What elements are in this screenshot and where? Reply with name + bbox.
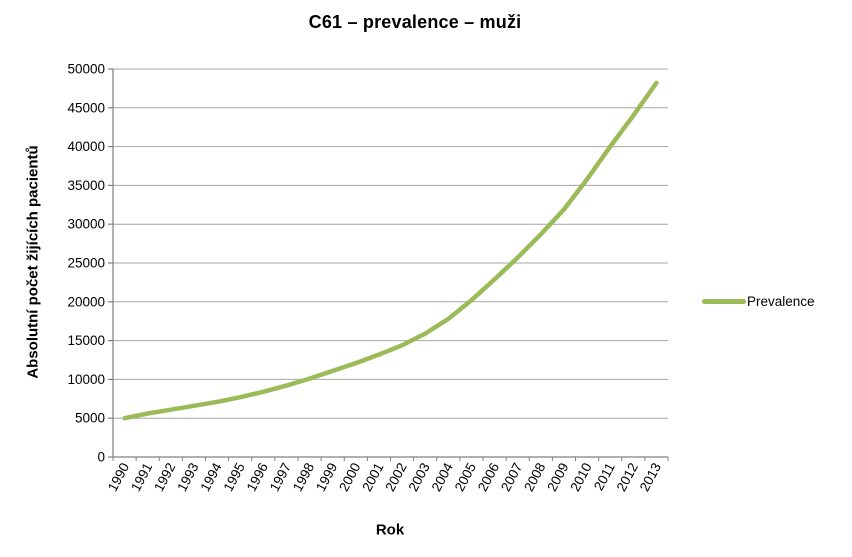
x-tick-label: 1991 (128, 460, 155, 494)
legend-line-swatch (702, 299, 746, 304)
y-tick-label: 40000 (67, 139, 105, 154)
x-tick-label: 2009 (544, 460, 571, 494)
x-tick-label: 2007 (498, 460, 525, 494)
x-tick-label: 2000 (336, 460, 363, 494)
y-tick-label: 35000 (67, 178, 105, 193)
y-tick-label: 20000 (67, 294, 105, 309)
y-tick-label: 50000 (67, 62, 105, 77)
x-tick-label: 2012 (614, 460, 641, 494)
chart-title: C61 – prevalence – muži (308, 12, 522, 32)
x-tick-label: 1994 (197, 460, 225, 494)
x-tick-label: 1995 (220, 460, 247, 494)
x-tick-label: 2010 (567, 460, 594, 494)
x-tick-label: 2002 (382, 460, 409, 494)
legend-label: Prevalence (747, 294, 815, 309)
x-tick-label: 1992 (151, 460, 178, 494)
y-tick-label: 5000 (75, 411, 105, 426)
x-tick-label: 2001 (359, 460, 386, 494)
x-tick-label: 2008 (521, 460, 548, 494)
x-tick-label: 1997 (267, 460, 294, 494)
x-tick-label: 1999 (313, 460, 340, 494)
x-tick-label: 1998 (290, 460, 317, 494)
x-tick-label: 2003 (405, 460, 432, 494)
legend: Prevalence (702, 294, 815, 309)
x-axis-title: Rok (375, 521, 405, 539)
y-tick-label: 25000 (67, 256, 105, 271)
y-tick-label: 30000 (67, 217, 105, 232)
y-tick-label: 45000 (67, 100, 105, 115)
series-line-prevalence (122, 80, 659, 421)
x-tick-label: 1996 (244, 460, 271, 494)
x-tick-label: 1990 (105, 460, 132, 494)
x-tick-label: 2006 (475, 460, 502, 494)
x-tick-label: 1993 (174, 460, 201, 494)
y-tick-label: 10000 (67, 372, 105, 387)
x-tick-label: 2013 (637, 460, 664, 494)
x-tick-label: 2004 (429, 460, 457, 494)
x-tick-label: 2011 (591, 460, 618, 493)
y-tick-label: 15000 (67, 333, 105, 348)
y-tick-label: 0 (97, 450, 105, 465)
x-tick-label: 2005 (452, 460, 479, 494)
